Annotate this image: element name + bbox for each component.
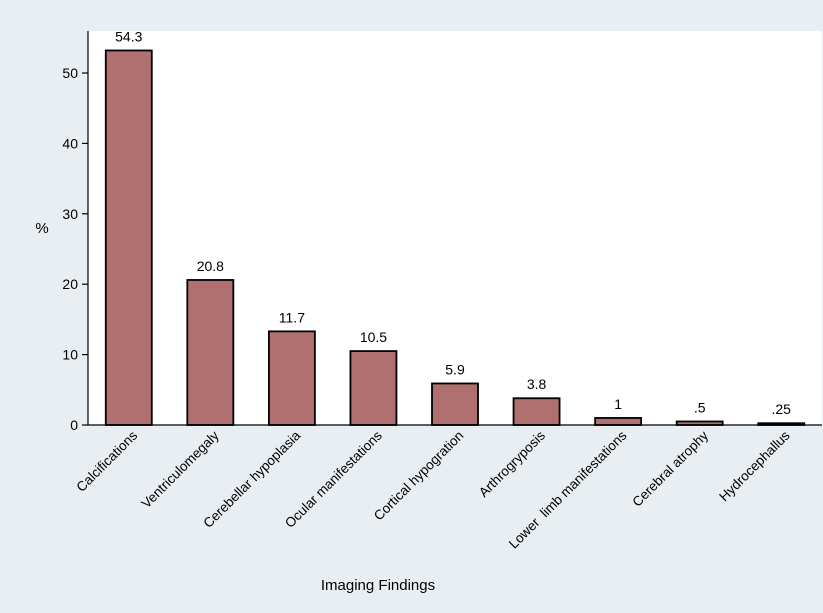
data-label: 11.7 — [279, 309, 305, 325]
y-ticks-group: 0 10 20 30 40 50 — [62, 65, 88, 433]
data-label: 10.5 — [360, 329, 387, 345]
bar-ocular-manifestations — [349, 350, 398, 426]
x-labels-group: CalcificationsVentriculomegalyCerebellar… — [73, 428, 792, 552]
y-tick-label: 0 — [70, 417, 78, 433]
x-tick-label: Hydrocephallus — [716, 428, 793, 505]
bar-cortical-hypogration — [431, 382, 479, 426]
bar-cerebellar-hypoplasia — [267, 330, 316, 426]
y-tick-label: 40 — [62, 135, 78, 151]
data-label: .5 — [694, 399, 706, 415]
x-axis-title: Imaging Findings — [321, 577, 435, 594]
value-labels-group: 54.3 20.8 11.7 10.5 5.9 3.8 1 .5 .25 — [115, 28, 791, 417]
bar-lower-limb-manifestations — [594, 417, 643, 426]
x-tick-label: Cerebral atrophy — [629, 428, 711, 510]
x-tick-label: Ventriculomegaly — [138, 428, 221, 511]
data-label: 54.3 — [115, 28, 142, 44]
data-label: .25 — [771, 401, 791, 417]
bar-arthrogryposis — [512, 397, 561, 426]
y-tick-label: 20 — [62, 276, 78, 292]
bars-group — [104, 49, 806, 426]
y-axis-title: % — [35, 220, 48, 237]
y-tick-label: 30 — [62, 206, 78, 222]
x-tick-label: Arthrogryposis — [476, 428, 548, 500]
data-label: 1 — [614, 396, 622, 412]
data-label: 3.8 — [527, 376, 547, 392]
data-label: 5.9 — [445, 361, 465, 377]
x-tick-label: Cortical hypogration — [371, 428, 467, 524]
data-label: 20.8 — [197, 258, 224, 274]
x-tick-label: Calcifications — [73, 428, 140, 495]
y-tick-label: 50 — [62, 65, 78, 81]
bar-ventriculomegaly — [186, 279, 235, 426]
bar-calcifications — [104, 49, 153, 426]
y-tick-label: 10 — [62, 347, 78, 363]
